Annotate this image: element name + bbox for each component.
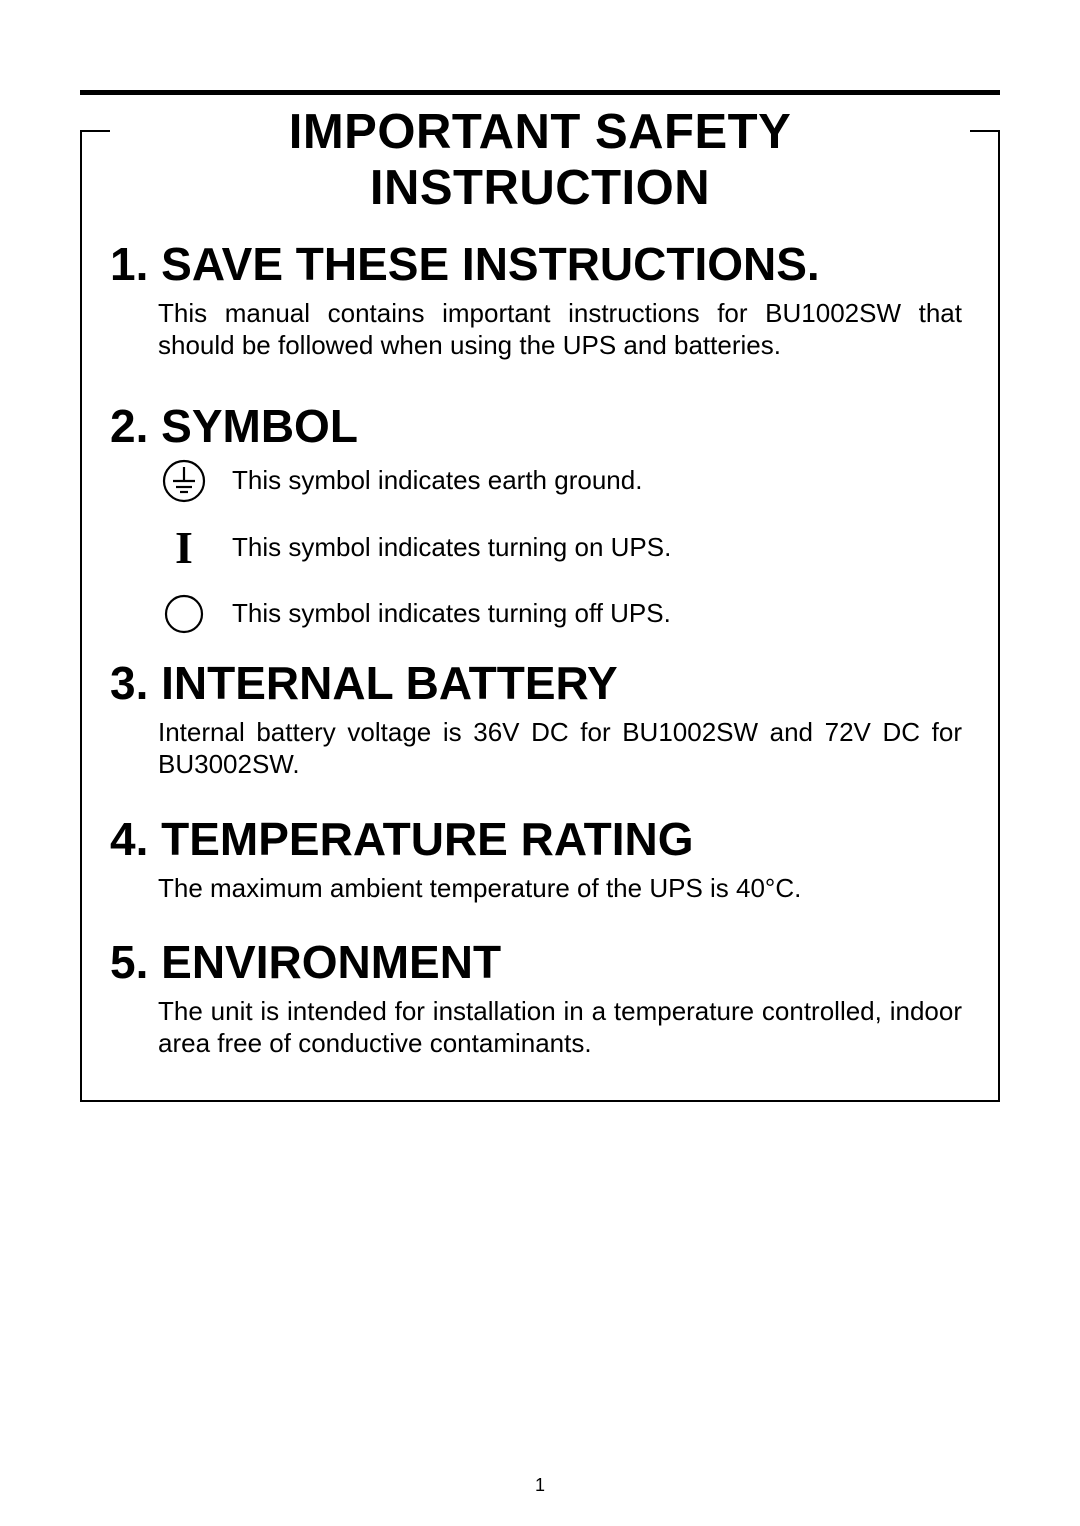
frame-title: IMPORTANT SAFETY INSTRUCTION	[110, 104, 970, 216]
symbol-row-earth: This symbol indicates earth ground.	[158, 459, 970, 503]
symbol-text-on: This symbol indicates turning on UPS.	[232, 532, 671, 563]
body-temperature: The maximum ambient temperature of the U…	[158, 872, 962, 905]
heading-save-instructions: 1. SAVE THESE INSTRUCTIONS.	[110, 238, 970, 291]
earth-ground-icon	[158, 459, 210, 503]
power-off-icon	[158, 593, 210, 635]
symbol-text-earth: This symbol indicates earth ground.	[232, 465, 642, 496]
symbol-row-off: This symbol indicates turning off UPS.	[158, 593, 970, 635]
frame-title-wrap: IMPORTANT SAFETY INSTRUCTION	[110, 104, 970, 216]
safety-frame: IMPORTANT SAFETY INSTRUCTION 1. SAVE THE…	[80, 130, 1000, 1102]
symbol-list: This symbol indicates earth ground. I Th…	[158, 459, 970, 635]
power-on-icon: I	[158, 525, 210, 571]
heading-symbol: 2. SYMBOL	[110, 400, 970, 453]
body-save-instructions: This manual contains important instructi…	[158, 297, 962, 362]
heading-environment: 5. ENVIRONMENT	[110, 936, 970, 989]
symbol-text-off: This symbol indicates turning off UPS.	[232, 598, 671, 629]
body-environment: The unit is intended for installation in…	[158, 995, 962, 1060]
symbol-row-on: I This symbol indicates turning on UPS.	[158, 525, 970, 571]
heading-temperature: 4. TEMPERATURE RATING	[110, 813, 970, 866]
body-internal-battery: Internal battery voltage is 36V DC for B…	[158, 716, 962, 781]
horizontal-rule	[80, 90, 1000, 95]
page-number: 1	[0, 1475, 1080, 1496]
heading-internal-battery: 3. INTERNAL BATTERY	[110, 657, 970, 710]
